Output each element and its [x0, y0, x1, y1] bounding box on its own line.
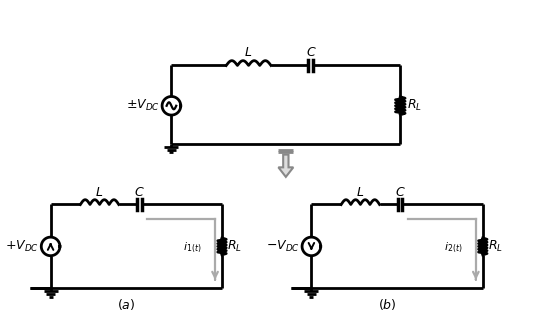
- Text: $(b)$: $(b)$: [378, 297, 397, 312]
- Text: $-V_{DC}$: $-V_{DC}$: [266, 239, 300, 254]
- Polygon shape: [278, 155, 293, 177]
- Text: $L$: $L$: [356, 186, 365, 199]
- Text: $i_{2(t)}$: $i_{2(t)}$: [444, 241, 463, 255]
- Text: $C$: $C$: [395, 186, 405, 199]
- Text: $+V_{DC}$: $+V_{DC}$: [5, 239, 39, 254]
- Text: $C$: $C$: [305, 46, 316, 59]
- Text: $R_L$: $R_L$: [227, 239, 243, 254]
- Text: $R_L$: $R_L$: [488, 239, 503, 254]
- Text: $\pm V_{DC}$: $\pm V_{DC}$: [126, 98, 160, 113]
- Text: $(a)$: $(a)$: [117, 297, 135, 312]
- Text: $C$: $C$: [134, 186, 145, 199]
- Text: $L$: $L$: [245, 46, 252, 59]
- Text: $L$: $L$: [96, 186, 103, 199]
- Text: $i_{1(t)}$: $i_{1(t)}$: [183, 241, 202, 255]
- Text: $R_L$: $R_L$: [406, 98, 422, 113]
